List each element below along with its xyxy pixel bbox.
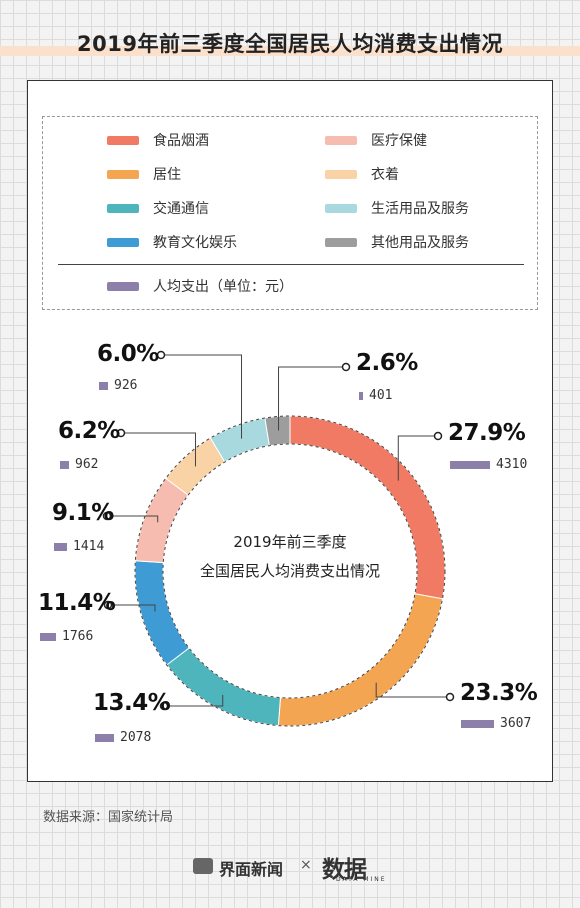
slice-amount-0: 4310	[450, 457, 527, 472]
donut-slice-1	[278, 594, 442, 726]
slice-amount-2: 2078	[95, 730, 151, 745]
leader-dot-1	[447, 694, 454, 701]
center-label-line2: 全国居民人均消费支出情况	[140, 560, 440, 581]
slice-percent-6: 6.0%	[97, 341, 159, 367]
jiemian-logo-icon	[193, 858, 213, 874]
slice-amount-value-6: 926	[114, 378, 137, 393]
center-label-line1: 2019年前三季度	[140, 531, 440, 552]
footer: 界面新闻 × 数据 DATA MINE	[0, 850, 580, 884]
slice-amount-4: 1414	[54, 539, 104, 554]
slice-amount-value-2: 2078	[120, 730, 151, 745]
slice-percent-0: 27.9%	[448, 420, 525, 446]
slice-amount-7: 401	[359, 388, 392, 403]
slice-amount-1: 3607	[461, 716, 531, 731]
slice-amount-6: 926	[99, 378, 137, 393]
slice-amount-bar-1	[461, 720, 494, 728]
brand-separator: ×	[300, 857, 312, 873]
slice-amount-value-4: 1414	[73, 539, 104, 554]
donut-slice-2	[167, 648, 281, 726]
slice-amount-3: 1766	[40, 629, 93, 644]
leader-dot-7	[343, 364, 350, 371]
slice-amount-bar-5	[60, 461, 69, 469]
slice-amount-bar-7	[359, 392, 363, 400]
slice-amount-bar-2	[95, 734, 114, 742]
donut-slice-7	[265, 416, 290, 446]
slice-percent-4: 9.1%	[52, 500, 114, 526]
slice-amount-value-5: 962	[75, 457, 98, 472]
slice-amount-value-0: 4310	[496, 457, 527, 472]
slice-amount-value-1: 3607	[500, 716, 531, 731]
slice-percent-2: 13.4%	[93, 690, 170, 716]
slice-percent-5: 6.2%	[58, 418, 120, 444]
slice-percent-7: 2.6%	[356, 350, 418, 376]
slice-amount-value-3: 1766	[62, 629, 93, 644]
slice-amount-5: 962	[60, 457, 98, 472]
slice-percent-3: 11.4%	[38, 590, 115, 616]
slice-amount-value-7: 401	[369, 388, 392, 403]
slice-amount-bar-0	[450, 461, 490, 469]
brand-jiemian: 界面新闻	[219, 856, 283, 880]
leader-dot-0	[435, 433, 442, 440]
slice-amount-bar-4	[54, 543, 67, 551]
leader-line-6	[161, 355, 242, 439]
slice-amount-bar-3	[40, 633, 56, 641]
slice-percent-1: 23.3%	[460, 680, 537, 706]
brand-datamine-sub: DATA MINE	[336, 876, 387, 883]
slice-amount-bar-6	[99, 382, 108, 390]
source-note: 数据来源：国家统计局	[43, 806, 173, 825]
